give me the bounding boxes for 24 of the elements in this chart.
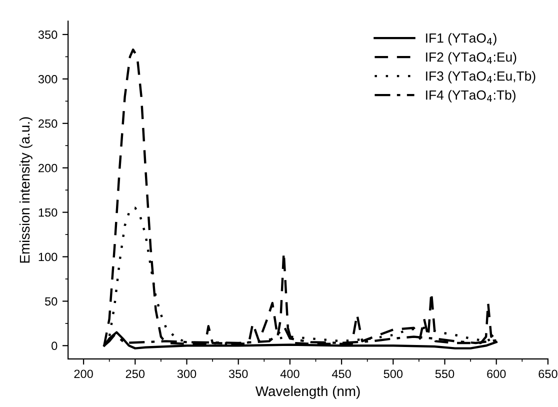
- x-tick-label: 350: [228, 370, 248, 378]
- y-axis-title: Emission intensity (a.u.): [19, 117, 32, 263]
- x-tick-label: 600: [487, 370, 506, 378]
- x-axis-title: Wavelength (nm): [255, 386, 360, 399]
- x-tick-label: 650: [538, 370, 558, 378]
- x-tick-label: 300: [177, 370, 196, 378]
- x-tick-label: 200: [74, 370, 93, 378]
- y-tick-label: 250: [38, 119, 58, 128]
- legend-label: IF4 (YTaO$_{4}$:Tb): [426, 90, 516, 102]
- x-tick-label: 250: [126, 370, 145, 378]
- x-tick-label: 400: [280, 370, 300, 378]
- x-tick-label: 550: [435, 370, 454, 378]
- y-tick-label: 150: [38, 208, 58, 217]
- y-tick-label: 200: [38, 164, 58, 172]
- y-tick-label: 0: [52, 342, 58, 350]
- legend-label: IF3 (YTaO$_{4}$:Eu,Tb): [426, 71, 536, 84]
- y-tick-label: 350: [38, 30, 58, 39]
- y-tick-label: 100: [38, 252, 58, 262]
- x-tick-label: 450: [332, 370, 351, 378]
- y-tick-label: 50: [45, 297, 58, 306]
- legend-label: IF1 (YTaO$_{4}$): [426, 33, 496, 46]
- y-tick-label: 300: [38, 74, 58, 84]
- x-tick-label: 500: [384, 370, 403, 378]
- legend-label: IF2 (YTaO$_{4}$:Eu): [426, 52, 516, 64]
